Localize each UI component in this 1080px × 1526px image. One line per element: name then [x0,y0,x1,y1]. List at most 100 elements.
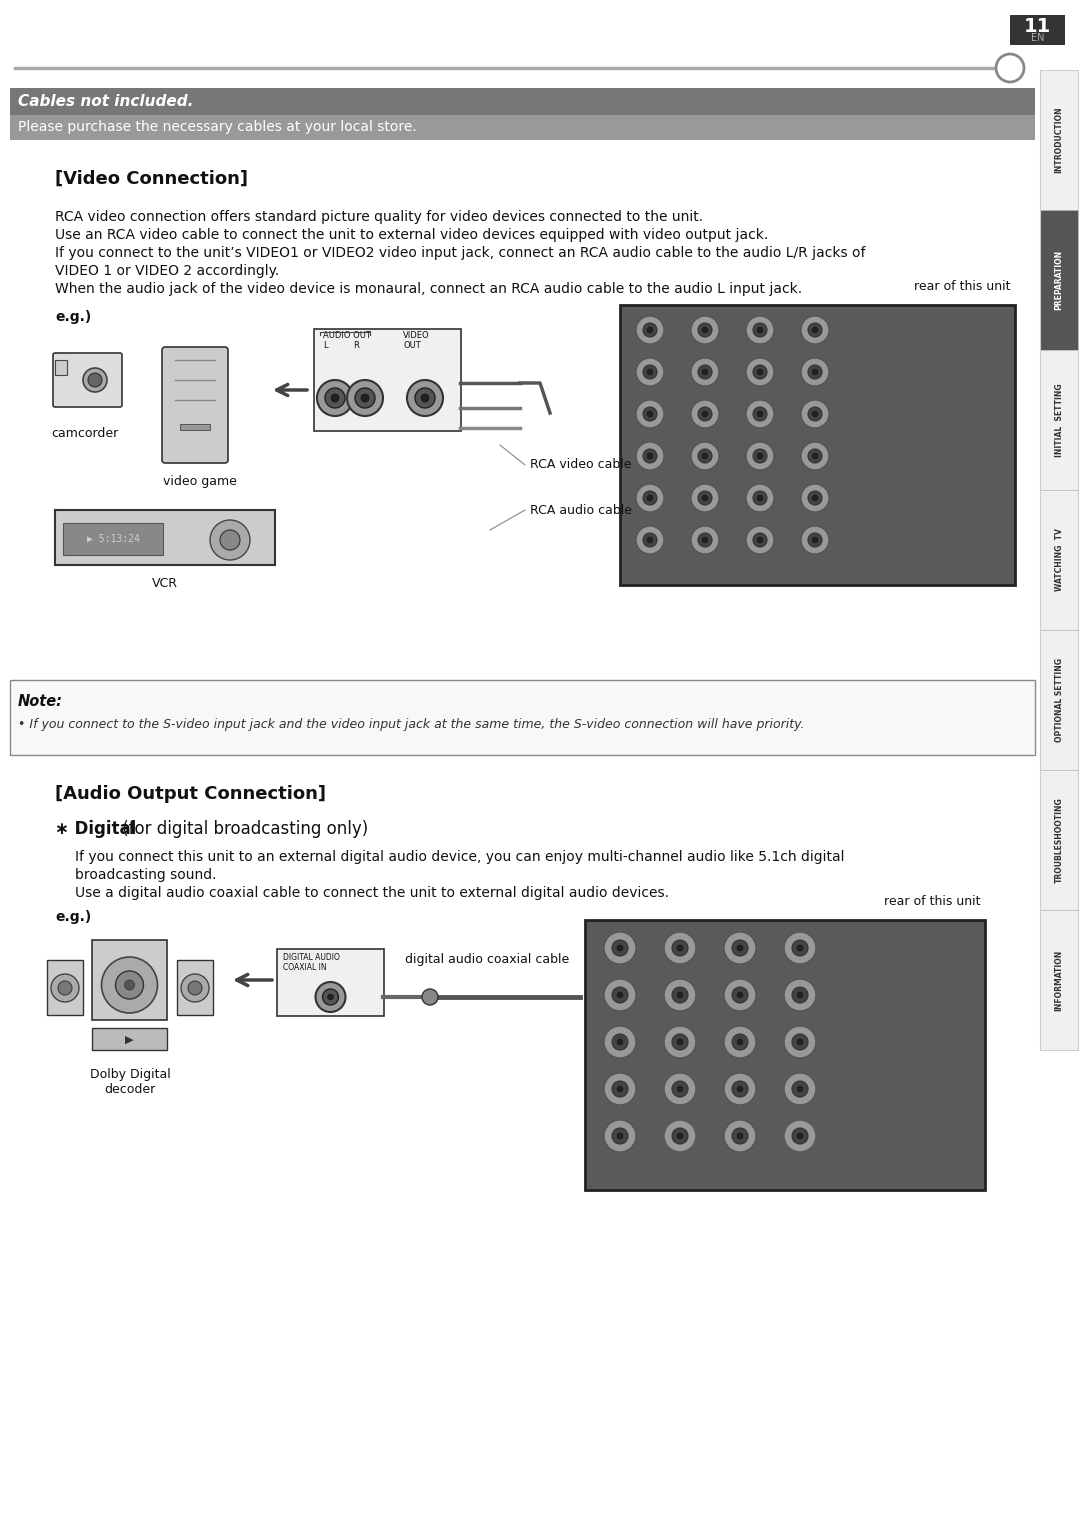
Bar [1040,490,1078,630]
Circle shape [792,1035,808,1050]
Circle shape [647,453,653,459]
Text: If you connect to the unit’s VIDEO1 or VIDEO2 video input jack, connect an RCA a: If you connect to the unit’s VIDEO1 or V… [55,246,865,259]
FancyBboxPatch shape [162,346,228,462]
Circle shape [753,491,767,505]
Circle shape [647,494,653,501]
Circle shape [812,410,818,417]
Circle shape [996,53,1024,82]
Circle shape [784,932,816,964]
Text: WATCHING  TV: WATCHING TV [1054,528,1064,592]
Bar [585,920,985,1190]
Circle shape [422,989,438,1006]
Circle shape [753,407,767,421]
Circle shape [691,526,719,554]
Circle shape [792,987,808,1003]
Bar [63,523,163,555]
Circle shape [87,372,102,388]
Circle shape [808,324,822,337]
Text: Cables not included.: Cables not included. [18,95,193,108]
Circle shape [702,453,708,459]
Text: TROUBLESHOOTING: TROUBLESHOOTING [1054,797,1064,884]
Text: Dolby Digital
decoder: Dolby Digital decoder [90,1068,171,1096]
Circle shape [746,359,774,386]
Circle shape [702,327,708,333]
Circle shape [753,533,767,546]
Circle shape [604,980,636,1012]
Circle shape [737,992,743,998]
Circle shape [330,394,339,401]
Bar [177,960,213,1015]
Circle shape [677,1087,683,1093]
Circle shape [724,1025,756,1058]
Circle shape [746,443,774,470]
Circle shape [407,380,443,417]
Circle shape [732,1080,748,1097]
Circle shape [702,410,708,417]
Circle shape [691,443,719,470]
Circle shape [753,449,767,462]
Circle shape [812,537,818,543]
Circle shape [636,526,664,554]
Circle shape [691,316,719,343]
Circle shape [643,449,657,462]
Circle shape [664,932,696,964]
Circle shape [732,1128,748,1144]
Circle shape [784,1073,816,1105]
Circle shape [801,400,829,427]
Circle shape [677,945,683,951]
Circle shape [691,400,719,427]
Bar [10,89,1035,114]
Text: COAXIAL IN: COAXIAL IN [283,963,326,972]
Circle shape [801,316,829,343]
Bar [55,510,275,565]
Circle shape [737,1132,743,1138]
Circle shape [784,980,816,1012]
Circle shape [612,1035,627,1050]
Circle shape [808,407,822,421]
Bar [48,960,83,1015]
Circle shape [210,520,249,560]
Circle shape [220,530,240,549]
Text: INITIAL  SETTING: INITIAL SETTING [1054,383,1064,456]
Circle shape [355,388,375,407]
Circle shape [672,1128,688,1144]
Circle shape [691,484,719,513]
Bar [1040,909,1078,1050]
Circle shape [643,324,657,337]
Circle shape [325,388,345,407]
Circle shape [812,327,818,333]
Circle shape [347,380,383,417]
Circle shape [746,316,774,343]
Circle shape [361,394,369,401]
Circle shape [753,365,767,378]
Circle shape [812,494,818,501]
Circle shape [757,327,762,333]
Text: (for digital broadcasting only): (for digital broadcasting only) [117,819,368,838]
Circle shape [801,359,829,386]
Circle shape [757,494,762,501]
Circle shape [797,1087,804,1093]
Text: 11: 11 [1024,17,1051,35]
Circle shape [604,1120,636,1152]
Circle shape [732,940,748,955]
Circle shape [792,940,808,955]
Circle shape [604,932,636,964]
Circle shape [647,537,653,543]
Bar [92,940,167,1019]
Bar [1040,70,1078,211]
Circle shape [746,526,774,554]
Text: ∗ Digital: ∗ Digital [55,819,136,838]
Text: digital audio coaxial cable: digital audio coaxial cable [405,954,569,966]
Circle shape [58,981,72,995]
Circle shape [702,537,708,543]
Circle shape [116,971,144,1000]
Text: DIGITAL AUDIO: DIGITAL AUDIO [283,954,340,961]
Bar [620,305,1015,584]
Circle shape [636,443,664,470]
Circle shape [672,940,688,955]
Circle shape [797,945,804,951]
Circle shape [737,945,743,951]
Circle shape [664,1025,696,1058]
Text: Use an RCA video cable to connect the unit to external video devices equipped wi: Use an RCA video cable to connect the un… [55,227,768,243]
Circle shape [732,987,748,1003]
